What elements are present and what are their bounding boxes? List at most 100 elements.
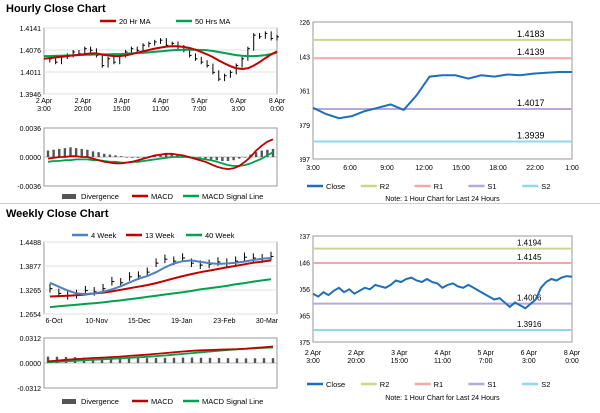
legend-macd-label: MACD [151, 192, 174, 201]
legend-s1-label: S1 [487, 380, 496, 389]
divergence-bar [190, 357, 194, 363]
y-tick-label: 1.3265 [20, 288, 42, 295]
y-tick-label: 1.3946 [20, 92, 42, 99]
divergence-bar [100, 357, 104, 363]
y-tick-label: 0.0312 [20, 336, 42, 343]
y-tick-label: -0.0312 [17, 386, 41, 393]
divergence-bar [86, 149, 89, 157]
x-tick-label: 3 Apr [113, 98, 130, 105]
divergence-bar [226, 358, 230, 363]
series-close [312, 275, 573, 310]
divergence-bar [74, 148, 78, 157]
divergence-bar [199, 357, 203, 363]
legend-divergence-swatch [62, 399, 76, 404]
divergence-bar [176, 154, 179, 157]
x-tick-label: 20:00 [74, 106, 92, 113]
y-tick-label: 1.4056 [300, 287, 310, 294]
legend-macd-signal-label: MACD Signal Line [202, 397, 263, 406]
legend-divergence-label: Divergence [81, 192, 119, 201]
x-tick-label: 6 Apr [521, 350, 538, 357]
hourly-macd-chart: 0.0036 0.0000 -0.0036 Divergence MACD MACD Si… [17, 126, 278, 201]
legend-close-label: Close [326, 182, 345, 191]
legend-r2-label: R2 [380, 182, 390, 191]
x-tick-label: 18:00 [489, 165, 507, 172]
divergence-bar [226, 157, 230, 162]
divergence-bar [254, 152, 258, 157]
y-tick-label: 1.4011 [20, 70, 41, 77]
x-tick-label: 8 Apr [564, 350, 581, 357]
x-tick-label: 9:00 [380, 165, 394, 172]
y-tick-label: 1.4141 [20, 26, 42, 33]
x-tick-label: 2 Apr [305, 350, 322, 357]
weekly-macd-chart: 0.0312 0.0000 -0.0312 Divergence MACD MACD Si… [17, 336, 278, 406]
divergence-bar [103, 153, 106, 157]
y-tick-label: 1.3965 [300, 314, 310, 321]
divergence-bar [215, 157, 218, 161]
x-tick-label: 3:00 [37, 106, 51, 113]
divergence-bar [46, 356, 50, 363]
legend-r1-label: R1 [434, 380, 444, 389]
x-tick-label: 3:00 [522, 358, 536, 365]
divergence-bar [136, 358, 140, 363]
series-macd [47, 138, 274, 171]
series-20hr-ma [43, 45, 278, 71]
y-tick-label: 1.3979 [300, 123, 310, 130]
level-label-r1: 1.4139 [517, 47, 545, 57]
divergence-bar [204, 157, 207, 159]
x-tick-label: 30-Mar [256, 318, 279, 325]
legend-s2-label: S2 [541, 380, 550, 389]
legend-40-week-label: 40 Week [205, 231, 235, 240]
x-tick-label: 2 Apr [348, 350, 365, 357]
divergence-bar [253, 358, 257, 363]
weekly-section-title: Weekly Close Chart [6, 208, 109, 220]
divergence-bar [172, 357, 176, 363]
divergence-bar [198, 157, 202, 158]
x-tick-label: 1:00 [565, 165, 579, 172]
divergence-bar [131, 157, 134, 158]
divergence-bar [238, 157, 241, 159]
legend-50hrs-ma-label: 50 Hrs MA [195, 17, 230, 26]
x-tick-label: 3:00 [231, 106, 245, 113]
divergence-bar [127, 358, 131, 363]
x-tick-label: 11:00 [434, 358, 451, 365]
x-tick-label: 6-Oct [45, 318, 62, 325]
divergence-bar [266, 149, 269, 157]
legend-macd-label: MACD [151, 397, 174, 406]
x-tick-label: 15:00 [452, 165, 470, 172]
divergence-bar [80, 148, 83, 157]
x-tick-label: 20:00 [347, 358, 365, 365]
x-tick-label: 19-Jan [171, 318, 193, 325]
legend-divergence-label: Divergence [81, 397, 119, 406]
x-tick-label: 6 Apr [230, 98, 247, 105]
y-tick-label: 0.0000 [20, 361, 42, 368]
y-tick-label: 1.4146 [300, 261, 310, 268]
y-tick-label: 1.3877 [20, 264, 42, 271]
y-tick-label: 0.0036 [20, 126, 42, 133]
x-tick-label: 4 Apr [434, 350, 451, 357]
divergence-bar [244, 358, 248, 363]
divergence-bar [69, 147, 72, 157]
legend-divergence-swatch [62, 194, 76, 199]
plot-frame [43, 241, 278, 315]
divergence-bar [163, 357, 167, 363]
series-close [312, 71, 572, 120]
divergence-bar [114, 155, 117, 157]
legend-s1-label: S1 [487, 182, 496, 191]
level-label-r1: 1.4145 [517, 253, 542, 262]
divergence-bar [52, 149, 55, 157]
x-tick-label: 23-Feb [213, 318, 235, 325]
x-tick-label: 22:00 [526, 165, 544, 172]
divergence-bar [217, 358, 221, 363]
divergence-bar [63, 148, 67, 157]
x-tick-label: 11:00 [152, 106, 169, 113]
series-40-week [49, 278, 272, 309]
chart-note: Note: 1 Hour Chart for Last 24 Hours [385, 196, 500, 203]
y-tick-label: 0.0000 [20, 155, 42, 162]
series-4-week [49, 257, 272, 296]
divergence-bar [58, 148, 61, 157]
divergence-bar [262, 358, 266, 363]
x-tick-label: 5 Apr [477, 350, 494, 357]
divergence-bar [46, 150, 50, 157]
divergence-bar [159, 154, 162, 157]
